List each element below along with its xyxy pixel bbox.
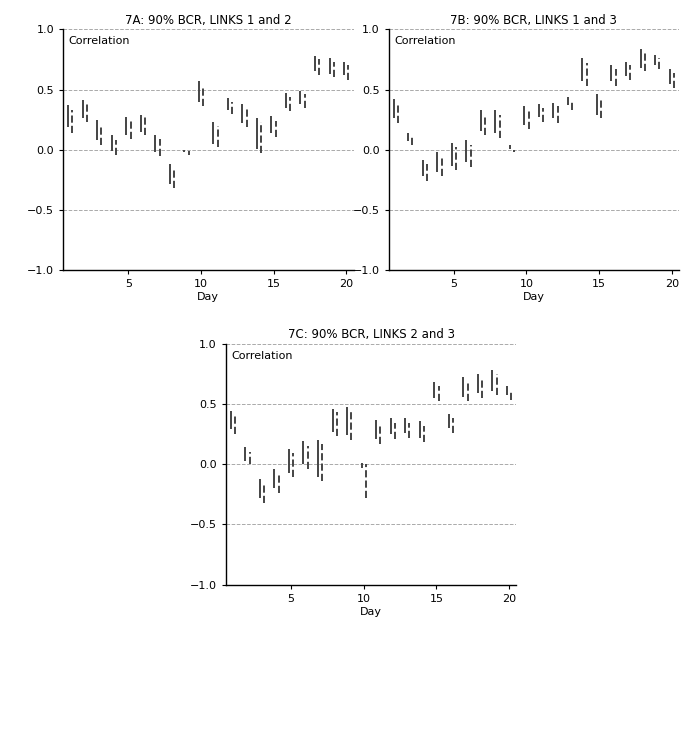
Text: Correlation: Correlation [69,37,130,47]
X-axis label: Day: Day [523,292,545,303]
X-axis label: Day: Day [197,292,219,303]
Title: 7B: 90% BCR, LINKS 1 and 3: 7B: 90% BCR, LINKS 1 and 3 [450,14,617,27]
X-axis label: Day: Day [360,607,382,617]
Text: Correlation: Correlation [394,37,456,47]
Title: 7A: 90% BCR, LINKS 1 and 2: 7A: 90% BCR, LINKS 1 and 2 [125,14,292,27]
Text: Correlation: Correlation [232,351,293,361]
Title: 7C: 90% BCR, LINKS 2 and 3: 7C: 90% BCR, LINKS 2 and 3 [288,328,454,341]
